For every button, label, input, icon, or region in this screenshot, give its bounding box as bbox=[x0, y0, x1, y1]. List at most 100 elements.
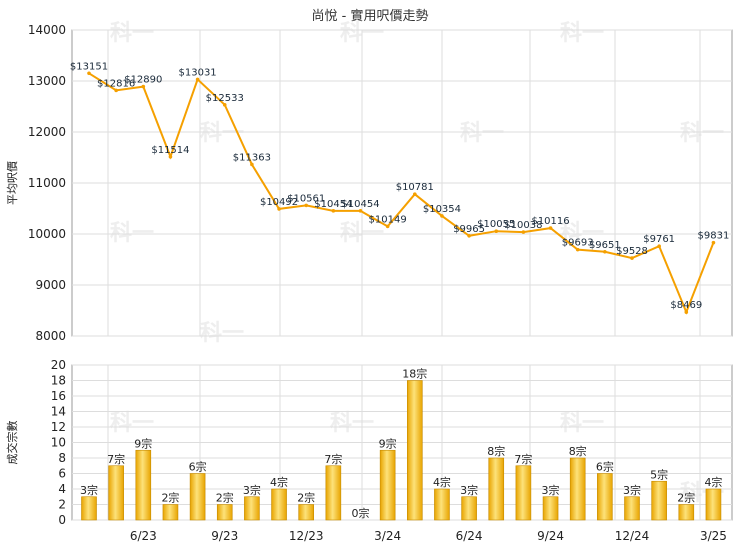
price-point bbox=[711, 240, 716, 245]
transaction-bar-label: 4宗 bbox=[270, 475, 288, 489]
line-y-axis-label: 平均呎價 bbox=[5, 161, 19, 205]
transaction-bar-label: 3宗 bbox=[623, 483, 641, 497]
price-point-label: $13031 bbox=[179, 67, 217, 78]
price-point-label: $10149 bbox=[369, 214, 407, 225]
price-point-label: $10492 bbox=[260, 197, 298, 208]
line-y-tick-label: 8000 bbox=[35, 329, 66, 343]
transaction-bar-label: 0宗 bbox=[352, 506, 370, 520]
price-point-label: $8469 bbox=[670, 300, 702, 311]
price-point-label: $10561 bbox=[287, 193, 325, 204]
price-point bbox=[440, 214, 444, 218]
transaction-bar-label: 6宗 bbox=[596, 460, 614, 474]
x-tick-label: 3/24 bbox=[374, 529, 401, 543]
transaction-bar-label: 2宗 bbox=[677, 491, 695, 505]
transaction-bar bbox=[379, 449, 396, 521]
line-chart-panel: 科一科一科一科一科一科一科一科一科一科一14000130001200011000… bbox=[5, 21, 733, 346]
transaction-bar-label: 7宗 bbox=[514, 452, 532, 466]
price-point-label: $10055 bbox=[477, 219, 515, 230]
transaction-bar-label: 7宗 bbox=[107, 452, 125, 466]
price-point-label: $9693 bbox=[562, 238, 594, 249]
price-point bbox=[467, 233, 471, 238]
bar-y-tick-label: 12 bbox=[51, 420, 66, 434]
price-point bbox=[413, 192, 417, 196]
price-point bbox=[548, 226, 553, 230]
bar-y-tick-label: 4 bbox=[58, 482, 66, 496]
price-point-label: $11514 bbox=[151, 145, 189, 156]
transaction-bar bbox=[461, 496, 477, 521]
line-y-tick-label: 10000 bbox=[28, 227, 66, 241]
price-point bbox=[603, 249, 607, 254]
transaction-bar bbox=[162, 504, 179, 521]
price-point bbox=[87, 71, 91, 76]
price-point bbox=[521, 230, 526, 234]
bar-y-axis-label: 成交宗數 bbox=[5, 421, 19, 465]
price-point-label: $10454 bbox=[314, 199, 352, 210]
price-point bbox=[277, 207, 281, 211]
price-point bbox=[385, 224, 390, 229]
transaction-bar bbox=[678, 504, 695, 521]
transaction-bar-label: 9宗 bbox=[379, 436, 397, 450]
transaction-bar bbox=[705, 488, 722, 521]
watermark-text: 科一 bbox=[110, 21, 154, 46]
transaction-bar bbox=[135, 449, 152, 521]
transaction-bar-label: 3宗 bbox=[243, 483, 261, 497]
price-point bbox=[630, 256, 634, 260]
transaction-bar bbox=[271, 488, 287, 521]
watermark-text: 科一 bbox=[560, 411, 604, 436]
line-y-tick-label: 12000 bbox=[28, 125, 66, 139]
transaction-bar bbox=[651, 480, 667, 521]
transaction-bar bbox=[597, 473, 613, 521]
watermark-text: 科一 bbox=[110, 411, 154, 436]
price-point bbox=[114, 88, 118, 93]
transaction-bar-label: 18宗 bbox=[402, 367, 427, 381]
x-tick-label: 9/24 bbox=[537, 529, 564, 543]
transaction-bar bbox=[298, 504, 315, 521]
price-point bbox=[684, 310, 689, 314]
price-point-label: $9528 bbox=[616, 246, 648, 257]
transaction-bar-label: 3宗 bbox=[460, 483, 478, 497]
price-point-label: $9965 bbox=[453, 224, 485, 235]
price-point bbox=[331, 209, 336, 213]
price-point bbox=[222, 103, 227, 107]
line-y-tick-label: 14000 bbox=[28, 23, 66, 37]
price-point bbox=[141, 84, 146, 89]
price-series-line bbox=[88, 72, 715, 315]
watermark-text: 科一 bbox=[460, 121, 504, 146]
bar-y-tick-label: 10 bbox=[51, 436, 66, 450]
watermark-text: 科一 bbox=[330, 411, 374, 436]
bar-y-tick-label: 14 bbox=[51, 405, 66, 419]
transaction-bar bbox=[624, 496, 640, 521]
price-point bbox=[575, 247, 580, 252]
transaction-bar bbox=[434, 488, 450, 521]
bar-y-tick-label: 8 bbox=[58, 451, 66, 465]
transaction-bar bbox=[325, 465, 342, 521]
price-point bbox=[657, 244, 661, 248]
transaction-bar-label: 2宗 bbox=[161, 491, 179, 505]
price-point-label: $11363 bbox=[233, 152, 271, 163]
transaction-bar-label: 6宗 bbox=[189, 460, 207, 474]
transaction-bar-label: 2宗 bbox=[297, 491, 315, 505]
price-point bbox=[250, 162, 254, 167]
x-tick-label: 3/25 bbox=[700, 529, 727, 543]
bar-y-tick-label: 0 bbox=[58, 513, 66, 527]
line-y-tick-label: 11000 bbox=[28, 176, 66, 190]
transaction-bar bbox=[569, 457, 586, 521]
price-point-label: $10038 bbox=[504, 220, 542, 231]
transaction-bar bbox=[108, 465, 124, 521]
transaction-bar bbox=[542, 496, 559, 521]
transaction-bar bbox=[189, 473, 206, 521]
transaction-bar bbox=[81, 496, 97, 521]
x-tick-label: 12/24 bbox=[615, 529, 650, 543]
bar-y-tick-label: 18 bbox=[51, 374, 66, 388]
watermark-text: 科一 bbox=[680, 121, 724, 146]
transaction-bar-label: 8宗 bbox=[487, 444, 505, 458]
line-y-tick-label: 9000 bbox=[35, 278, 66, 292]
watermark-text: 科一 bbox=[560, 21, 604, 46]
price-point-label: $13151 bbox=[70, 61, 108, 72]
transaction-bar-label: 8宗 bbox=[569, 444, 587, 458]
line-y-tick-label: 13000 bbox=[28, 74, 66, 88]
price-point-label: $10354 bbox=[423, 204, 461, 215]
bar-y-tick-label: 6 bbox=[58, 467, 66, 481]
price-point-label: $10116 bbox=[531, 216, 569, 227]
